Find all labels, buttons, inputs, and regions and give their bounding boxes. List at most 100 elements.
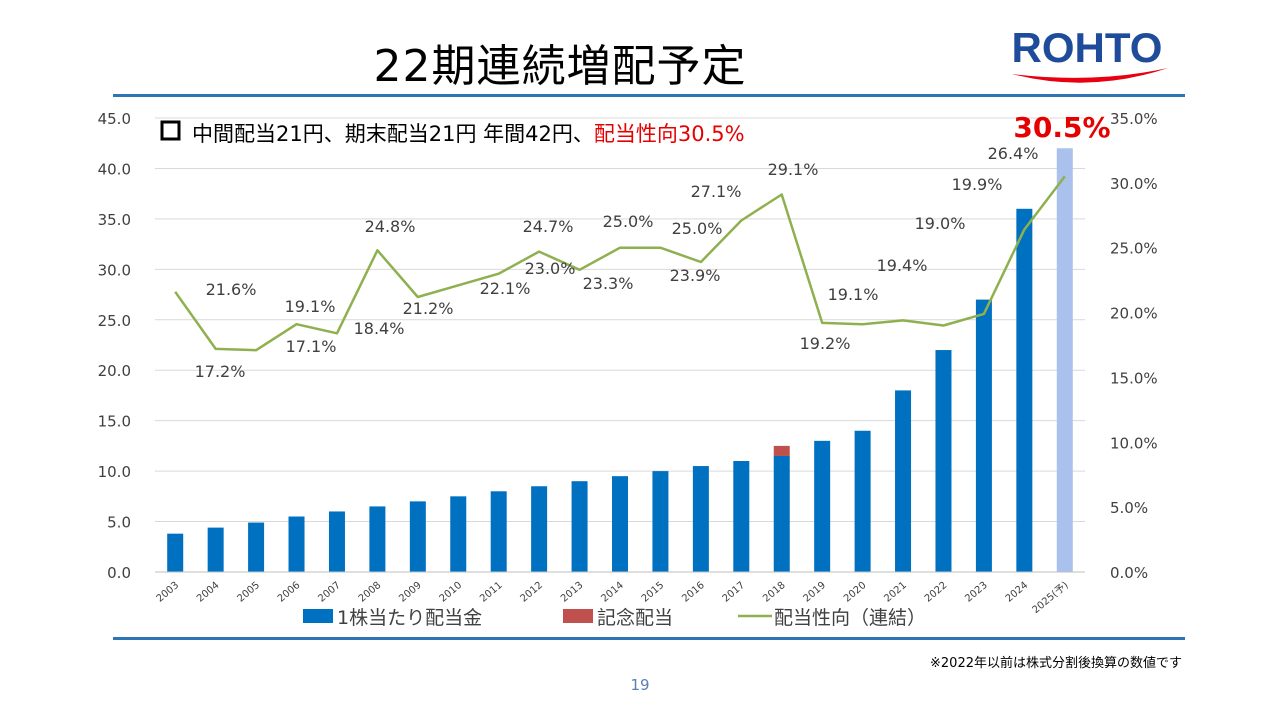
- ratio-label: 23.0%: [525, 259, 576, 278]
- ratio-label: 17.1%: [286, 337, 337, 356]
- x-tick-label: 2006: [276, 580, 303, 605]
- legend-label-dividend: 1株当たり配当金: [337, 607, 482, 629]
- ratio-label: 27.1%: [691, 182, 742, 201]
- dividend-bar: [652, 471, 669, 572]
- legend-label-ratio: 配当性向（連結）: [774, 607, 926, 629]
- annotation-highlight: 配当性向30.5%: [594, 122, 745, 146]
- left-axis-ticks: 0.0 5.0 10.0 15.0 20.0 25.0 30.0 35.0 40.0 45.0: [98, 110, 131, 582]
- commemorative-bar: [773, 445, 790, 456]
- ratio-label: 24.8%: [365, 217, 416, 236]
- rohto-logo: ROHTO: [1012, 24, 1168, 83]
- ratio-label: 26.4%: [988, 144, 1039, 163]
- bottom-rule: [113, 637, 1185, 640]
- x-tick-label: 2017: [721, 580, 748, 605]
- dividend-bar: [248, 522, 265, 572]
- footnote: ※2022年以前は株式分割後換算の数値です: [930, 656, 1182, 671]
- dividend-bar: [895, 390, 912, 572]
- dividend-bar: [490, 491, 507, 572]
- left-tick-label: 0.0: [107, 564, 131, 582]
- bars: [155, 148, 1085, 573]
- dividend-bar: [814, 440, 831, 572]
- ratio-labels: 21.6% 17.2% 17.1% 19.1% 18.4% 24.8% 21.2% 22.1%…: [195, 111, 1111, 381]
- dividend-bar: [409, 501, 426, 572]
- left-tick-label: 20.0: [98, 362, 131, 380]
- ratio-label: 19.2%: [800, 334, 851, 353]
- dividend-bar: [167, 533, 184, 572]
- dividend-bar: [733, 461, 750, 572]
- dividend-bar: [612, 476, 628, 572]
- right-tick-label: 25.0%: [1110, 240, 1158, 258]
- dividend-bar: [328, 511, 345, 572]
- ratio-label: 21.2%: [403, 299, 454, 318]
- ratio-label: 19.1%: [828, 285, 879, 304]
- ratio-line: [174, 175, 1066, 352]
- top-rule: [113, 94, 1185, 97]
- dividend-bar: [571, 481, 588, 572]
- x-tick-label: 2010: [438, 580, 465, 605]
- ratio-label-highlight: 30.5%: [1013, 111, 1110, 144]
- dividend-bar: [975, 299, 992, 572]
- x-tick-label: 2005: [235, 580, 262, 605]
- right-tick-label: 15.0%: [1110, 369, 1158, 387]
- legend-swatch-commemorative: [563, 609, 593, 623]
- right-tick-label: 30.0%: [1110, 175, 1158, 193]
- x-tick-label: 2008: [357, 580, 384, 605]
- x-tick-label: 2016: [680, 580, 707, 605]
- ratio-label: 17.2%: [195, 362, 246, 381]
- page-number: 19: [630, 676, 650, 694]
- right-axis-ticks: 0.0% 5.0% 10.0% 15.0% 20.0% 25.0% 30.0% 35.0%: [1110, 110, 1158, 582]
- ratio-label: 19.1%: [285, 297, 336, 316]
- dividend-bar: [369, 506, 386, 572]
- ratio-label: 25.0%: [603, 212, 654, 231]
- legend: 1株当たり配当金 記念配当 配当性向（連結）: [303, 606, 926, 629]
- legend-label-commemorative: 記念配当: [597, 606, 673, 629]
- slide-title: 22期連続増配予定: [373, 41, 747, 92]
- annotation-checkbox-icon: [160, 120, 181, 141]
- x-tick-label: 2009: [397, 580, 424, 605]
- x-tick-label: 2024: [1004, 580, 1031, 605]
- logo-text: ROHTO: [1012, 24, 1163, 71]
- dividend-bar: [692, 466, 709, 572]
- x-tick-label: 2020: [842, 580, 869, 605]
- dividend-bar: [854, 430, 871, 572]
- dividend-chart: 0.0 5.0 10.0 15.0 20.0 25.0 30.0 35.0 40.0 45.0 0…: [98, 110, 1158, 629]
- ratio-label: 19.4%: [877, 256, 928, 275]
- x-tick-label: 2011: [478, 580, 505, 605]
- ratio-label: 19.9%: [952, 175, 1003, 194]
- ratio-label: 29.1%: [768, 160, 819, 179]
- ratio-label: 23.3%: [583, 274, 634, 293]
- x-tick-label: 2025(予): [1030, 579, 1071, 616]
- x-tick-label: 2003: [155, 580, 182, 605]
- x-tick-label: 2015: [640, 580, 667, 605]
- ratio-label: 22.1%: [480, 279, 531, 298]
- dividend-bar: [207, 527, 224, 572]
- ratio-label: 24.7%: [523, 217, 574, 236]
- x-tick-label: 2014: [599, 580, 626, 605]
- right-tick-label: 20.0%: [1110, 305, 1158, 323]
- x-tick-label: 2004: [195, 580, 222, 605]
- ratio-label: 23.9%: [670, 266, 721, 285]
- x-tick-label: 2013: [559, 580, 586, 605]
- left-tick-label: 15.0: [98, 413, 131, 431]
- dividend-bar: [450, 496, 467, 572]
- right-tick-label: 10.0%: [1110, 434, 1158, 452]
- left-tick-label: 30.0: [98, 261, 131, 279]
- x-tick-label: 2012: [518, 580, 545, 605]
- right-tick-label: 5.0%: [1110, 499, 1148, 517]
- dividend-bar: [288, 516, 305, 572]
- dividend-bar: [1016, 208, 1033, 573]
- ratio-polyline: [174, 175, 1066, 352]
- dividend-bar: [531, 486, 548, 572]
- left-tick-label: 35.0: [98, 211, 131, 229]
- dividend-bar: [935, 350, 952, 572]
- x-tick-label: 2021: [882, 580, 909, 605]
- legend-swatch-dividend: [303, 609, 333, 623]
- right-tick-label: 0.0%: [1110, 564, 1148, 582]
- annotation-prefix: 中間配当21円、期末配当21円 年間42円、: [192, 122, 594, 146]
- x-tick-label: 2019: [802, 580, 829, 605]
- ratio-label: 18.4%: [354, 319, 405, 338]
- left-tick-label: 5.0: [107, 514, 131, 532]
- annotation-text: 中間配当21円、期末配当21円 年間42円、配当性向30.5%: [192, 122, 745, 146]
- right-tick-label: 35.0%: [1110, 110, 1158, 128]
- forecast-bar: [1056, 148, 1073, 572]
